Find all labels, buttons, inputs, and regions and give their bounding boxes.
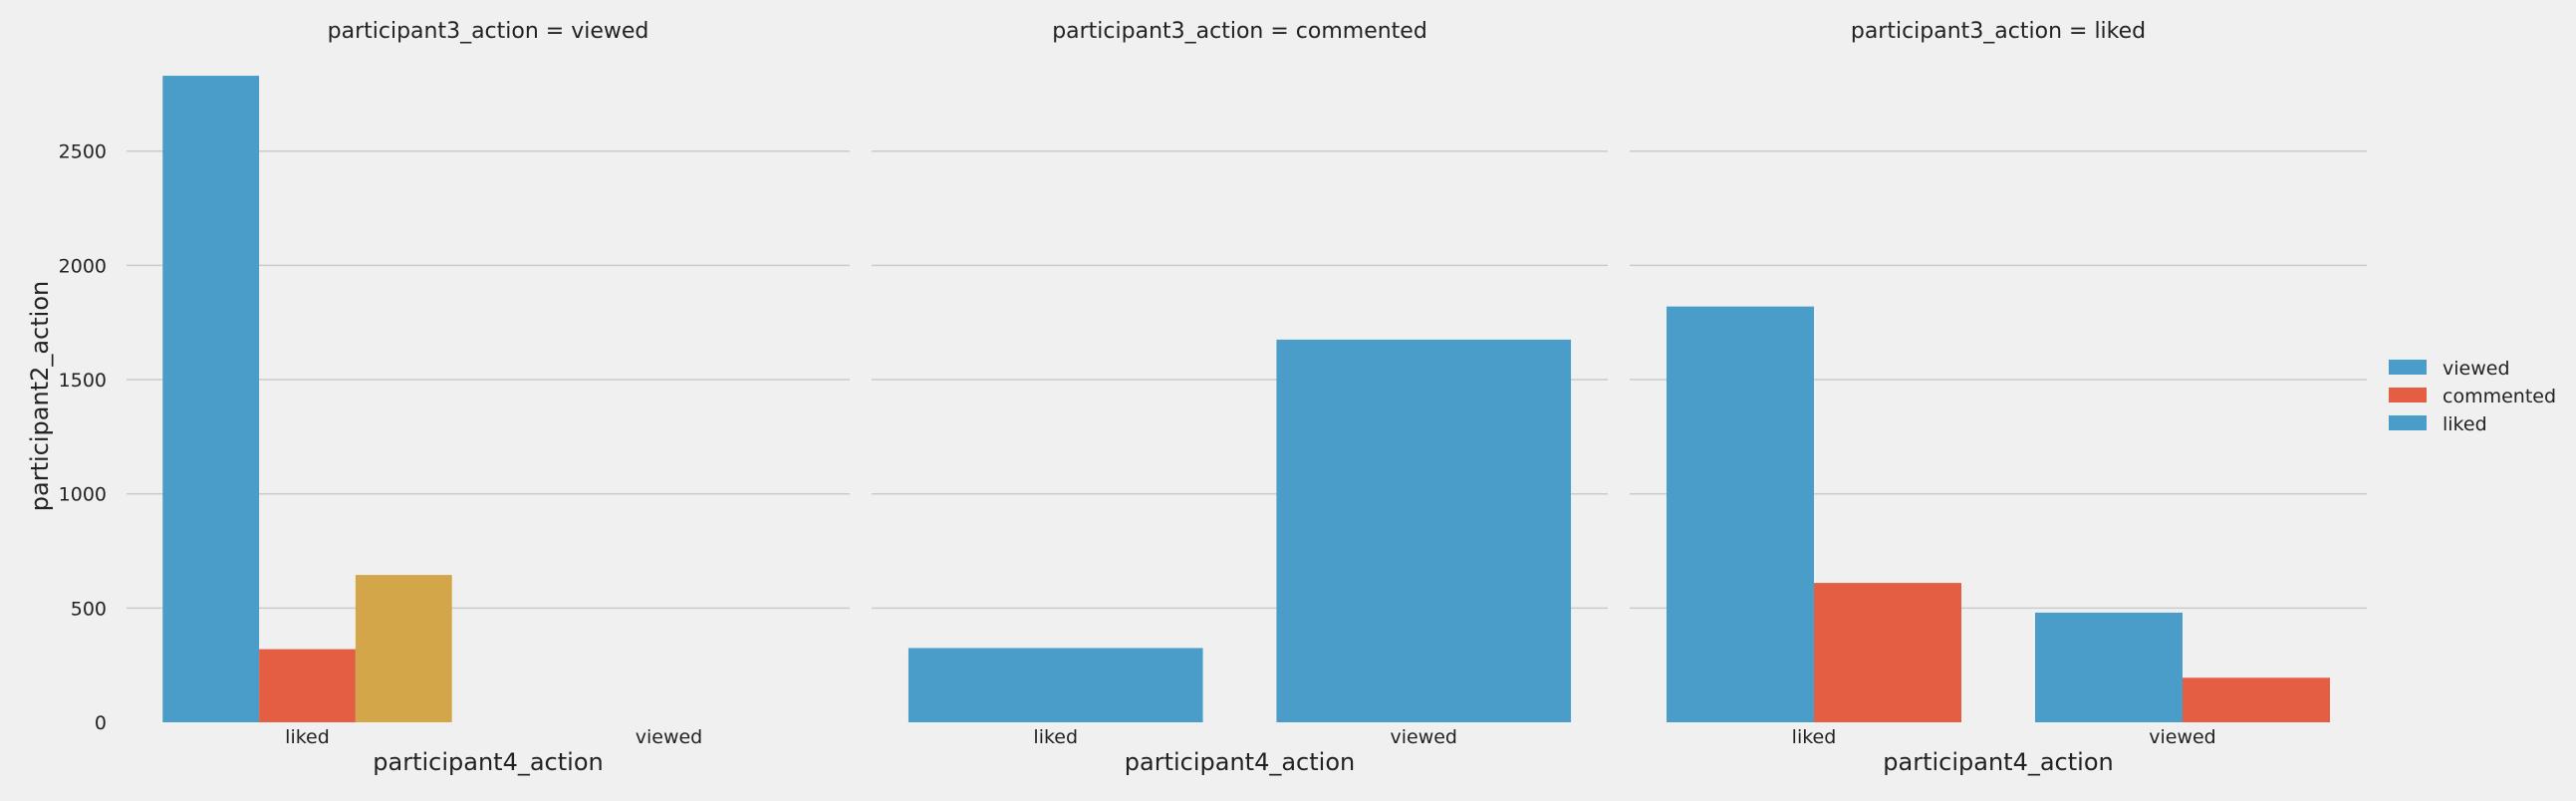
- y-tick-label: 1000: [59, 484, 107, 506]
- y-axis-label: participant2_action: [26, 281, 54, 511]
- bar: [2035, 612, 2183, 722]
- bar: [259, 649, 356, 722]
- bar: [162, 76, 260, 722]
- bar: [355, 575, 452, 722]
- legend-swatch: [2389, 415, 2427, 430]
- y-tick-label: 500: [71, 598, 107, 620]
- legend-label: liked: [2443, 413, 2487, 435]
- bar: [1667, 306, 1814, 722]
- x-tick-label: viewed: [2149, 726, 2216, 748]
- bar: [1814, 583, 1961, 722]
- y-tick-label: 2000: [59, 255, 107, 277]
- x-axis-label: participant4_action: [1125, 748, 1355, 776]
- x-axis-label: participant4_action: [373, 748, 603, 776]
- legend-label: viewed: [2443, 358, 2510, 380]
- x-tick-label: viewed: [1390, 726, 1457, 748]
- bar: [1276, 339, 1572, 722]
- legend-swatch: [2389, 360, 2427, 375]
- facet-title: participant3_action = viewed: [328, 19, 649, 44]
- x-tick-label: liked: [1792, 726, 1837, 748]
- x-axis-label: participant4_action: [1883, 748, 2113, 776]
- y-tick-label: 2500: [59, 141, 107, 163]
- x-tick-label: liked: [1033, 726, 1078, 748]
- bar: [907, 648, 1203, 722]
- legend-label: commented: [2443, 386, 2556, 407]
- facet-title: participant3_action = commented: [1052, 19, 1427, 44]
- x-tick-label: viewed: [636, 726, 703, 748]
- y-tick-label: 0: [95, 712, 107, 734]
- legend-swatch: [2389, 388, 2427, 402]
- bar: [2183, 677, 2330, 722]
- facet-title: participant3_action = liked: [1851, 19, 2146, 44]
- x-tick-label: liked: [285, 726, 330, 748]
- y-tick-label: 1500: [59, 370, 107, 392]
